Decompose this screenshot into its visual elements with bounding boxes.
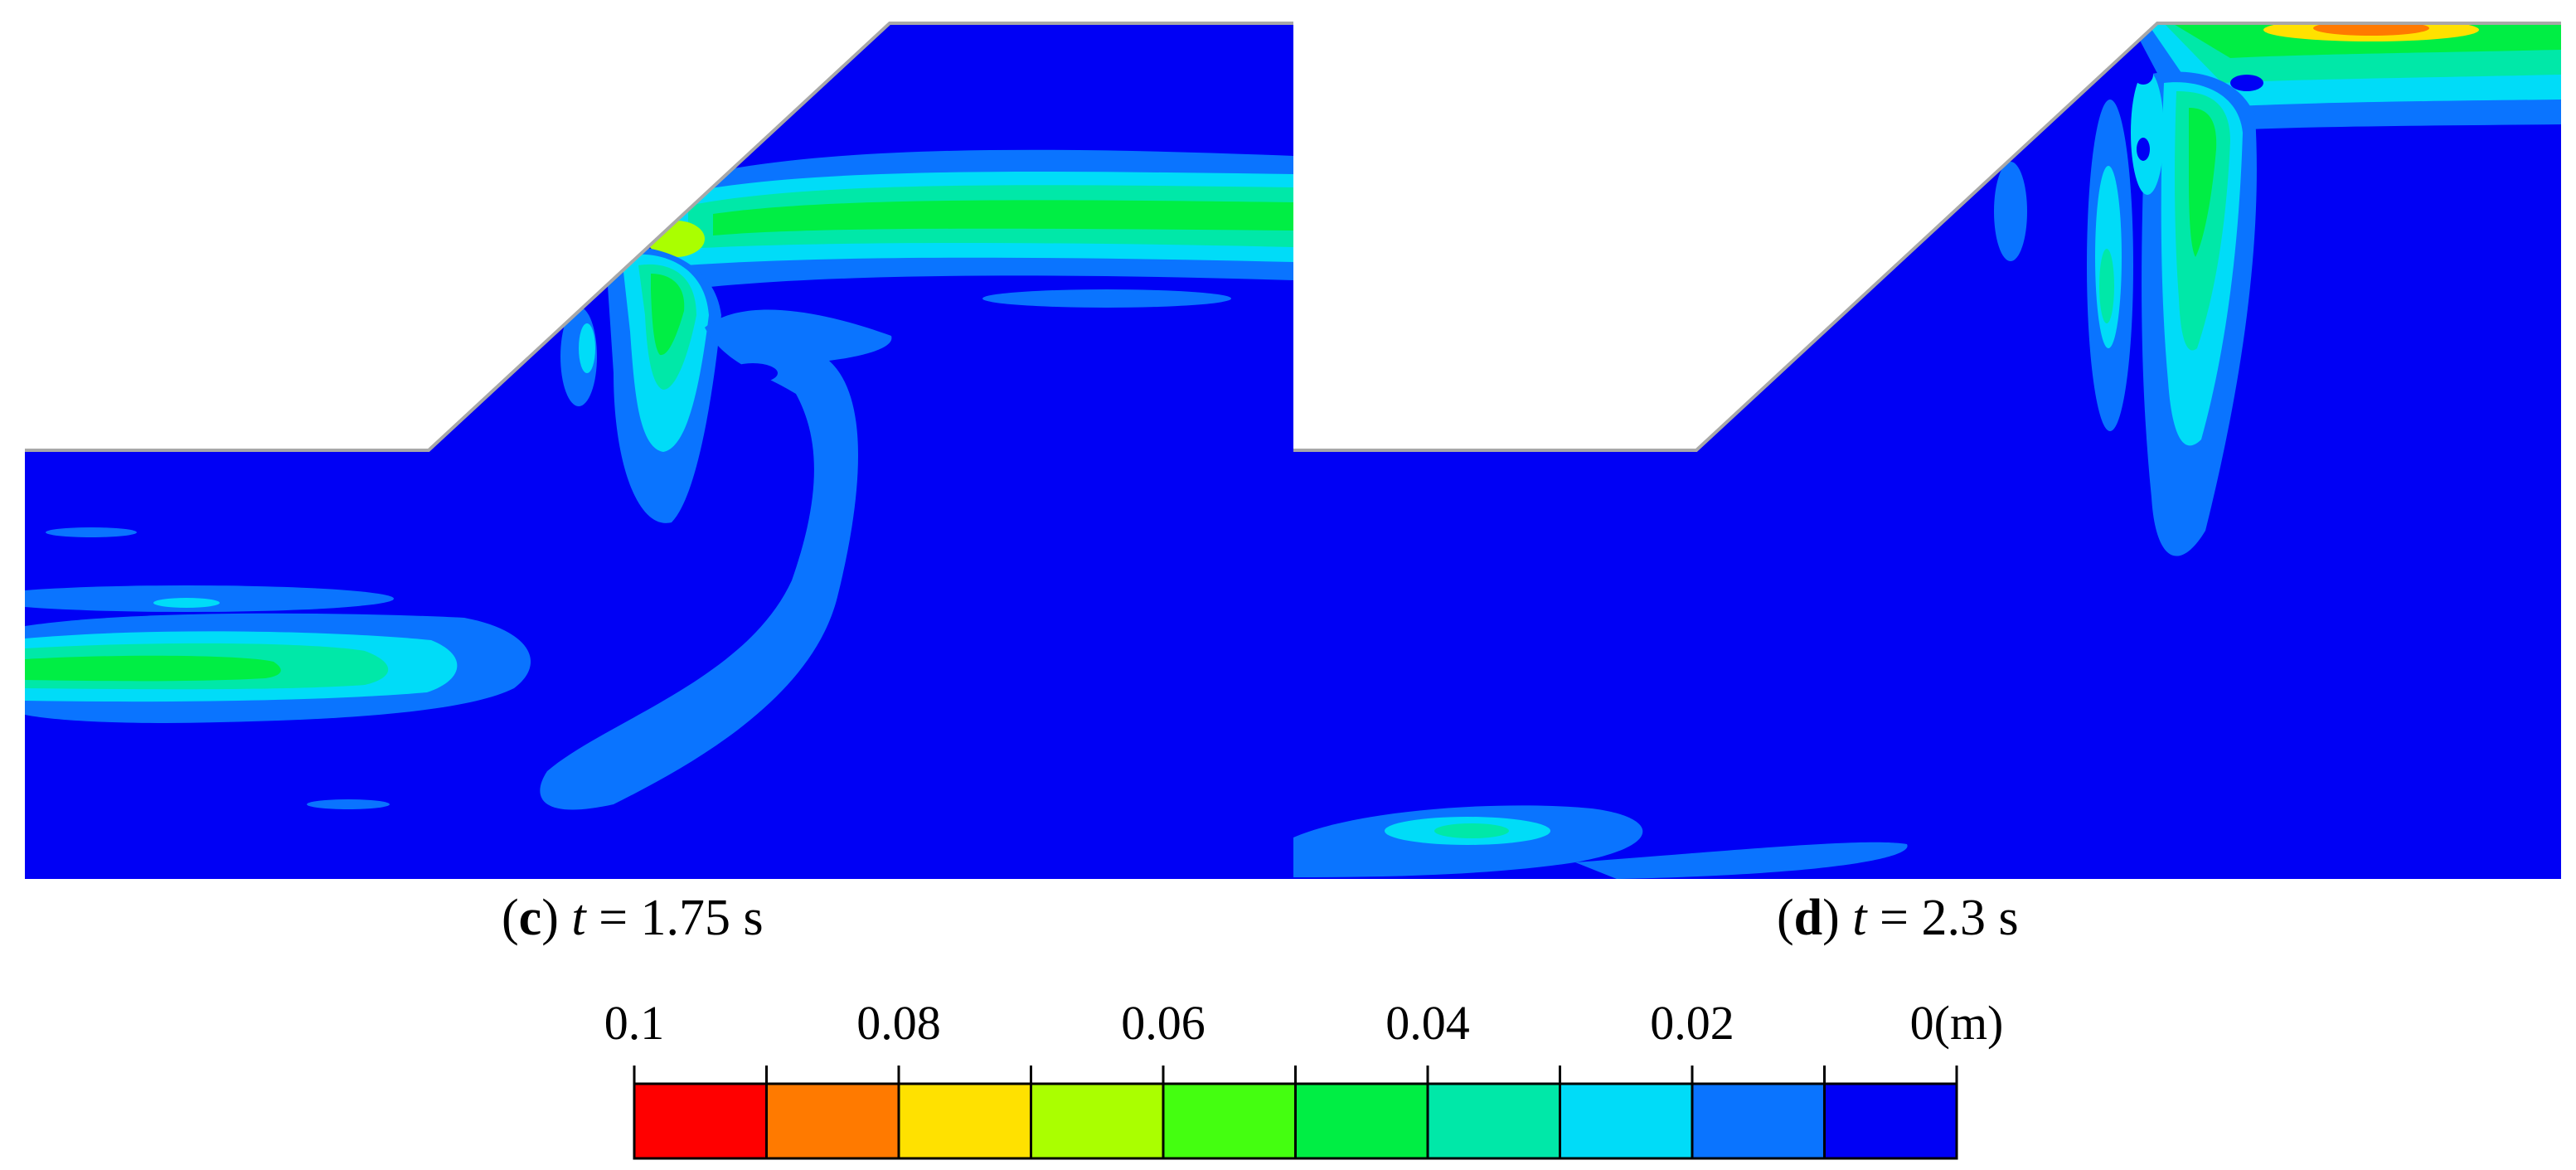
caption-c-time-variable: t (571, 890, 586, 946)
panel-c-small-streak (46, 527, 137, 537)
caption-c: (c) t = 1.75 s (502, 890, 764, 946)
caption-c-panel-label: c (518, 890, 542, 946)
panel-d-contour (1293, 23, 2561, 879)
panel-d-boundary (1293, 22, 2561, 452)
caption-d: (d) t = 2.3 s (1777, 890, 2019, 946)
panel-c-thin-streak (982, 289, 1231, 308)
colorbar-segment-5 (1162, 1082, 1297, 1160)
colorbar-tick-label: 0.04 (1385, 996, 1470, 1050)
panel-d-hole-1 (2133, 65, 2153, 85)
panel-d-jet-green (2189, 108, 2217, 257)
caption-c-time-value: 1.75 s (640, 890, 764, 946)
panel-c-boundary (25, 22, 1293, 452)
panel-d-plume-2-core (2099, 249, 2114, 323)
colorbar-tick-label: 0(m) (1909, 996, 2004, 1050)
panel-d-bottom-tail (1575, 842, 1908, 879)
colorbar-segment-8 (1559, 1082, 1694, 1160)
colorbar-segment-2 (765, 1082, 900, 1160)
panel-d-plume-4 (1994, 162, 2027, 261)
panel-d-background (1293, 23, 2561, 879)
colorbar-segment-3 (897, 1082, 1032, 1160)
colorbar-segment-1 (633, 1082, 768, 1160)
panel-d-hole-2 (2230, 75, 2263, 91)
panel-c-hook-plume (540, 309, 892, 810)
panel-d-bottom-teal (1434, 823, 1509, 838)
panel-c-jet-green (651, 274, 685, 356)
colorbar-segment-4 (1030, 1082, 1165, 1160)
panel-d-plume-3 (2131, 70, 2164, 195)
colorbar-tick-label: 0.08 (856, 996, 941, 1050)
colorbar-segment-10 (1823, 1082, 1958, 1160)
caption-d-time-variable: t (1852, 890, 1867, 946)
panel-c-left-band-green (25, 655, 281, 682)
panel-c-spot-2 (579, 323, 595, 373)
panel-c-hook-hole (728, 363, 778, 383)
caption-d-time-value: 2.3 s (1921, 890, 2019, 946)
caption-d-panel-label: d (1793, 890, 1823, 946)
panel-c-tiny-speck (307, 799, 390, 809)
colorbar-tick-label: 0.1 (604, 996, 665, 1050)
colorbar-tick-label: 0.02 (1650, 996, 1734, 1050)
panel-c-upper-left-dot (153, 598, 220, 608)
colorbar-segment-6 (1294, 1082, 1429, 1160)
colorbar-tick-label: 0.06 (1121, 996, 1206, 1050)
panel-d-hole-3 (2137, 138, 2150, 161)
panel-c-surface-band-green (713, 200, 1293, 235)
colorbar (633, 1066, 1958, 1160)
colorbar-segment-9 (1691, 1082, 1826, 1160)
colorbar-segment-7 (1426, 1082, 1561, 1160)
panel-c-contour (25, 23, 1293, 879)
